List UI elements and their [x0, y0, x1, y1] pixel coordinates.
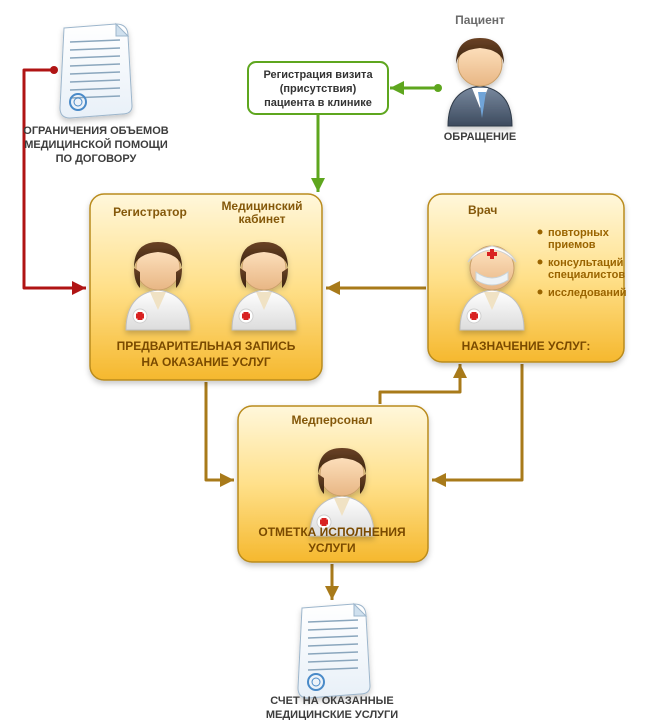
- patient-caption: ОБРАЩЕНИЕ: [444, 131, 517, 143]
- doctor-bullet-2-dot: [538, 260, 543, 265]
- doctor-role: Врач: [468, 203, 497, 217]
- staff-title-1: ОТМЕТКА ИСПОЛНЕНИЯ: [258, 525, 405, 539]
- prebook-title-2: НА ОКАЗАНИЕ УСЛУГ: [141, 355, 271, 369]
- diagram-stage: ПациентОБРАЩЕНИЕОГРАНИЧЕНИЯ ОБЪЕМОВМЕДИЦ…: [0, 0, 660, 720]
- gold_prebook_down: [206, 382, 234, 487]
- gold_staff_to_doctor: [380, 364, 467, 404]
- contract-document-icon: [60, 24, 132, 118]
- bill-document-icon: [298, 604, 370, 698]
- doctor-bullet-2: консультацийспециалистов: [548, 257, 625, 281]
- gold_doctor_to_prebook: [326, 281, 426, 295]
- staff-role: Медперсонал: [291, 413, 372, 427]
- registrar-role: Регистратор: [113, 205, 187, 219]
- staff-title-2: УСЛУГИ: [308, 541, 355, 555]
- patient-header: Пациент: [455, 13, 505, 27]
- doctor-title: НАЗНАЧЕНИЕ УСЛУГ:: [462, 339, 591, 353]
- doctor-bullet-1-dot: [538, 230, 543, 235]
- green_patient_to_pill: [390, 81, 442, 95]
- pill-line-2: (присутствия): [280, 83, 357, 95]
- patient-icon: [448, 38, 512, 126]
- prebook-title-1: ПРЕДВАРИТЕЛЬНАЯ ЗАПИСЬ: [117, 339, 296, 353]
- pill-line-3: пациента в клинике: [264, 97, 372, 109]
- contract-caption-1: ОГРАНИЧЕНИЯ ОБЪЕМОВ: [23, 125, 169, 137]
- diagram-svg: ПациентОБРАЩЕНИЕОГРАНИЧЕНИЯ ОБЪЕМОВМЕДИЦ…: [0, 0, 660, 720]
- contract-caption-3: ПО ДОГОВОРУ: [56, 153, 137, 165]
- bill-caption-1: СЧЕТ НА ОКАЗАННЫЕ: [270, 695, 394, 707]
- bill-caption-2: МЕДИЦИНСКИЕ УСЛУГИ: [266, 709, 398, 720]
- gold_doctor_down: [432, 364, 522, 487]
- doctor-bullet-3: исследований: [548, 287, 627, 299]
- gold_staff_to_bill: [325, 564, 339, 600]
- pill-line-1: Регистрация визита: [263, 69, 373, 81]
- green_pill_to_prebook: [311, 114, 325, 192]
- contract-caption-2: МЕДИЦИНСКОЙ ПОМОЩИ: [24, 138, 168, 151]
- doctor-bullet-3-dot: [538, 290, 543, 295]
